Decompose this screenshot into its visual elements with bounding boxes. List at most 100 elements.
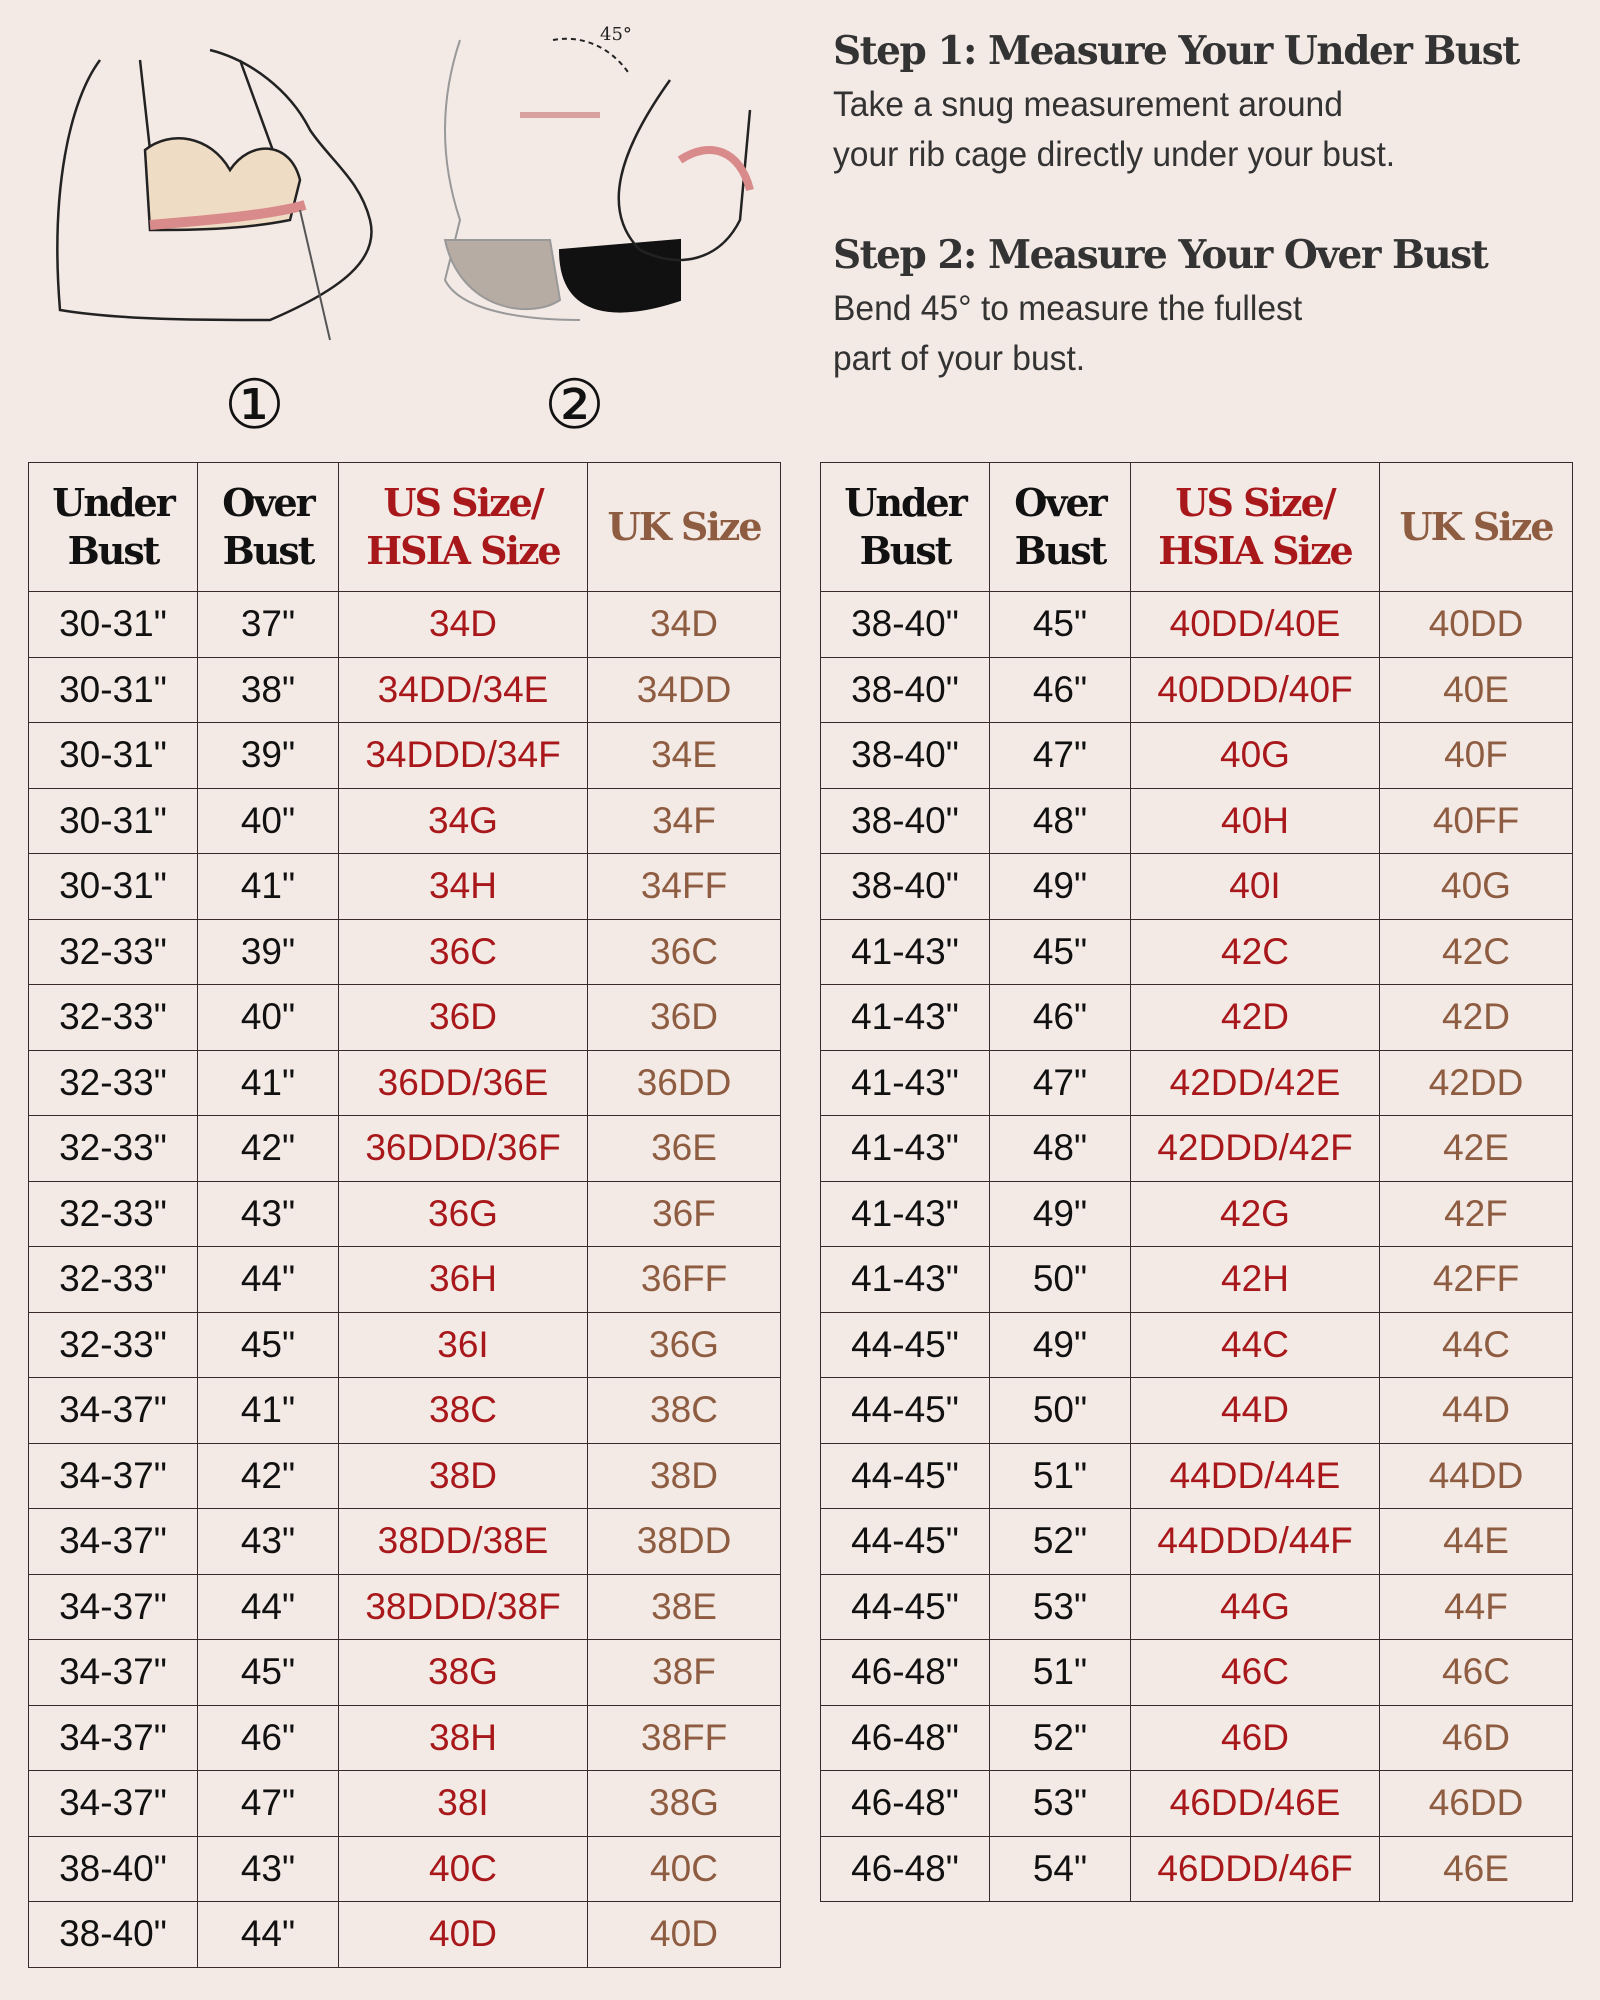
under-bust-cell: 46-48" xyxy=(820,1770,990,1837)
table-row: 34-37" 42" 38D 38D xyxy=(28,1442,781,1509)
over-bust-cell: 40" xyxy=(197,984,339,1051)
table-row: 44-45" 53" 44G 44F xyxy=(820,1573,1573,1640)
step1-number: ① xyxy=(224,366,285,440)
over-bust-cell: 53" xyxy=(989,1573,1131,1640)
table-row: 41-43" 48" 42DDD/42F 42E xyxy=(820,1115,1573,1182)
uk-size-cell: 36DD xyxy=(587,1049,781,1116)
table-row: 32-33" 39" 36C 36C xyxy=(28,918,781,985)
us-size-cell: 40D xyxy=(338,1901,588,1968)
under-bust-cell: 34-37" xyxy=(28,1573,198,1640)
uk-size-cell: 40G xyxy=(1379,853,1573,920)
under-bust-cell: 44-45" xyxy=(820,1508,990,1575)
over-bust-cell: 40" xyxy=(197,787,339,854)
over-bust-cell: 44" xyxy=(197,1246,339,1313)
under-bust-cell: 34-37" xyxy=(28,1639,198,1706)
uk-size-cell: 42FF xyxy=(1379,1246,1573,1313)
table-row: 38-40" 48" 40H 40FF xyxy=(820,787,1573,854)
under-bust-cell: 41-43" xyxy=(820,1180,990,1247)
uk-size-cell: 40C xyxy=(587,1835,781,1902)
uk-size-cell: 38E xyxy=(587,1573,781,1640)
table-row: 30-31" 39" 34DDD/34F 34E xyxy=(28,722,781,789)
table-row: 30-31" 38" 34DD/34E 34DD xyxy=(28,656,781,723)
uk-size-cell: 42DD xyxy=(1379,1049,1573,1116)
header-uk: UK Size xyxy=(587,462,781,592)
over-bust-cell: 37" xyxy=(197,591,339,658)
over-bust-cell: 44" xyxy=(197,1573,339,1640)
uk-size-cell: 36G xyxy=(587,1311,781,1378)
uk-size-cell: 44E xyxy=(1379,1508,1573,1575)
uk-size-cell: 46E xyxy=(1379,1835,1573,1902)
over-bust-cell: 41" xyxy=(197,1049,339,1116)
under-bust-cell: 34-37" xyxy=(28,1377,198,1444)
uk-size-cell: 46DD xyxy=(1379,1770,1573,1837)
under-bust-cell: 38-40" xyxy=(28,1835,198,1902)
uk-size-cell: 44F xyxy=(1379,1573,1573,1640)
over-bust-cell: 47" xyxy=(989,722,1131,789)
under-bust-cell: 30-31" xyxy=(28,853,198,920)
uk-size-cell: 36C xyxy=(587,918,781,985)
us-size-cell: 42D xyxy=(1130,984,1380,1051)
uk-size-cell: 40F xyxy=(1379,722,1573,789)
over-bust-cell: 49" xyxy=(989,1311,1131,1378)
uk-size-cell: 40FF xyxy=(1379,787,1573,854)
size-table-right: Under Bust Over Bust US Size/ HSIA Size UK … xyxy=(820,462,1573,1902)
over-bust-cell: 46" xyxy=(989,984,1131,1051)
uk-size-cell: 34D xyxy=(587,591,781,658)
table-row: 34-37" 45" 38G 38F xyxy=(28,1639,781,1706)
us-size-cell: 42G xyxy=(1130,1180,1380,1247)
under-bust-cell: 41-43" xyxy=(820,918,990,985)
over-bust-cell: 43" xyxy=(197,1508,339,1575)
us-size-cell: 38G xyxy=(338,1639,588,1706)
over-bust-cell: 49" xyxy=(989,853,1131,920)
size-table-left: Under Bust Over Bust US Size/ HSIA Size UK … xyxy=(28,462,781,1968)
under-bust-cell: 38-40" xyxy=(820,656,990,723)
under-bust-cell: 38-40" xyxy=(820,722,990,789)
us-size-cell: 40C xyxy=(338,1835,588,1902)
table-row: 41-43" 45" 42C 42C xyxy=(820,918,1573,985)
table-row: 30-31" 41" 34H 34FF xyxy=(28,853,781,920)
step2-title: Step 2: Measure Your Over Bust xyxy=(833,232,1489,278)
under-bust-cell: 32-33" xyxy=(28,1049,198,1116)
step1-title: Step 1: Measure Your Under Bust xyxy=(833,28,1520,74)
us-size-cell: 44G xyxy=(1130,1573,1380,1640)
uk-size-cell: 38D xyxy=(587,1442,781,1509)
us-size-cell: 34DDD/34F xyxy=(338,722,588,789)
uk-size-cell: 34E xyxy=(587,722,781,789)
table-row: 46-48" 52" 46D 46D xyxy=(820,1704,1573,1771)
instructions: Step 1: Measure Your Under Bust Take a s… xyxy=(833,28,1593,384)
uk-size-cell: 44D xyxy=(1379,1377,1573,1444)
uk-size-cell: 36D xyxy=(587,984,781,1051)
table-row: 34-37" 44" 38DDD/38F 38E xyxy=(28,1573,781,1640)
us-size-cell: 36C xyxy=(338,918,588,985)
table-row: 38-40" 43" 40C 40C xyxy=(28,1835,781,1902)
uk-size-cell: 42E xyxy=(1379,1115,1573,1182)
us-size-cell: 40H xyxy=(1130,787,1380,854)
table-row: 32-33" 44" 36H 36FF xyxy=(28,1246,781,1313)
header-under: Under Bust xyxy=(820,462,990,592)
table-row: 41-43" 47" 42DD/42E 42DD xyxy=(820,1049,1573,1116)
uk-size-cell: 36E xyxy=(587,1115,781,1182)
step2-number: ② xyxy=(544,366,605,440)
us-size-cell: 34H xyxy=(338,853,588,920)
uk-size-cell: 42F xyxy=(1379,1180,1573,1247)
under-bust-cell: 30-31" xyxy=(28,591,198,658)
table-row: 44-45" 50" 44D 44D xyxy=(820,1377,1573,1444)
us-size-cell: 34DD/34E xyxy=(338,656,588,723)
under-bust-cell: 38-40" xyxy=(28,1901,198,1968)
under-bust-cell: 38-40" xyxy=(820,853,990,920)
over-bust-cell: 39" xyxy=(197,918,339,985)
header-uk: UK Size xyxy=(1379,462,1573,592)
under-bust-cell: 44-45" xyxy=(820,1377,990,1444)
table-row: 38-40" 49" 40I 40G xyxy=(820,853,1573,920)
table-row: 32-33" 41" 36DD/36E 36DD xyxy=(28,1049,781,1116)
table-row: 38-40" 44" 40D 40D xyxy=(28,1901,781,1968)
over-bust-cell: 45" xyxy=(989,591,1131,658)
table-row: 32-33" 43" 36G 36F xyxy=(28,1180,781,1247)
uk-size-cell: 34F xyxy=(587,787,781,854)
table-row: 38-40" 47" 40G 40F xyxy=(820,722,1573,789)
table-row: 38-40" 46" 40DDD/40F 40E xyxy=(820,656,1573,723)
table-row: 41-43" 50" 42H 42FF xyxy=(820,1246,1573,1313)
us-size-cell: 36H xyxy=(338,1246,588,1313)
over-bust-figure xyxy=(443,37,754,321)
uk-size-cell: 46D xyxy=(1379,1704,1573,1771)
